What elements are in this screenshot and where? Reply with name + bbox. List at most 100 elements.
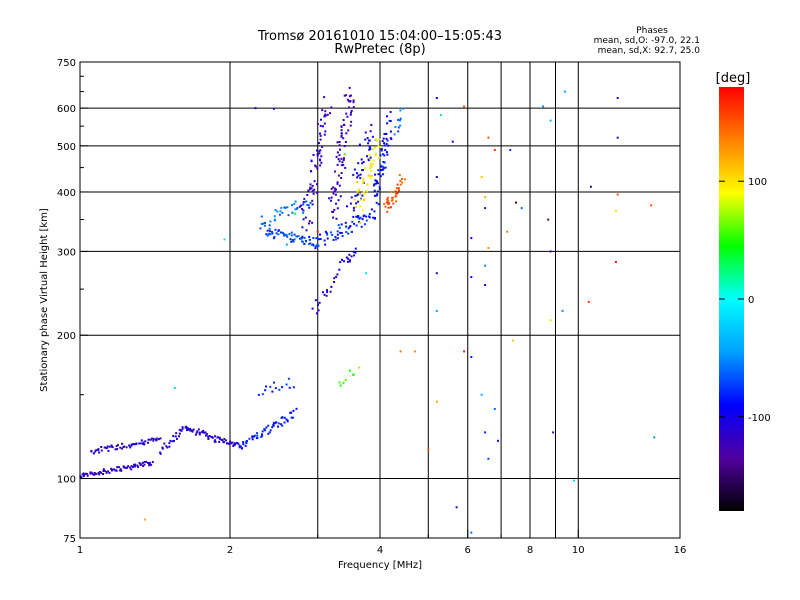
echo-point	[338, 226, 341, 229]
echo-point	[142, 465, 145, 468]
echo-point	[480, 176, 483, 178]
echo-point	[362, 215, 365, 218]
echo-point	[262, 222, 265, 225]
echo-point	[254, 107, 257, 110]
echo-point	[377, 144, 380, 147]
echo-point	[205, 434, 207, 437]
echo-point	[138, 462, 141, 464]
echo-point	[317, 244, 320, 247]
echo-point	[143, 460, 146, 463]
echo-point	[140, 463, 143, 466]
echo-point	[124, 466, 127, 469]
echo-point	[100, 471, 103, 474]
echo-point	[315, 149, 318, 152]
echo-point	[345, 231, 348, 233]
echo-point	[336, 207, 339, 210]
echo-point	[291, 239, 294, 242]
echo-point	[222, 441, 225, 444]
echo-point	[338, 268, 341, 271]
echo-point	[653, 436, 656, 439]
echo-point	[301, 240, 304, 243]
echo-point	[123, 466, 126, 469]
echo-point	[290, 231, 293, 234]
echo-point	[319, 134, 322, 137]
echo-point	[340, 157, 343, 160]
echo-point	[133, 465, 136, 468]
echo-point	[143, 443, 146, 446]
echo-point	[261, 434, 264, 437]
echo-point	[367, 142, 370, 145]
echo-point	[397, 189, 400, 192]
echo-point	[147, 441, 149, 444]
echo-point	[373, 146, 376, 149]
y-axis-label: Stationary phase Virtual Height [km]	[39, 208, 50, 392]
y-tick-label: 300	[57, 247, 76, 258]
echo-point	[375, 201, 378, 204]
echo-point	[312, 154, 315, 156]
echo-point	[373, 183, 376, 186]
echo-point	[359, 216, 362, 219]
echo-point	[271, 390, 274, 393]
echo-point	[368, 145, 371, 148]
echo-point	[152, 437, 155, 440]
echo-point	[285, 234, 288, 237]
echo-point	[280, 231, 282, 234]
echo-point	[455, 506, 458, 509]
echo-point	[316, 191, 319, 194]
echo-point	[207, 438, 210, 440]
echo-point	[497, 439, 499, 442]
echo-point	[402, 107, 405, 110]
echo-point	[107, 449, 110, 452]
echo-point	[321, 109, 324, 112]
echo-point	[135, 443, 138, 446]
echo-point	[330, 106, 333, 109]
colorbar-ticks: 100 0 -100	[719, 177, 771, 424]
echo-point	[484, 431, 487, 434]
echo-point	[102, 470, 105, 472]
echo-point	[387, 199, 390, 202]
echo-point	[261, 430, 264, 433]
echo-point	[242, 441, 245, 444]
echo-point	[435, 176, 438, 178]
echo-point	[348, 259, 351, 262]
echo-point	[353, 222, 356, 225]
echo-point	[385, 142, 388, 145]
echo-point	[484, 284, 487, 286]
echo-point	[326, 237, 329, 240]
echo-point	[470, 237, 473, 240]
echo-point	[295, 407, 298, 410]
echo-point	[484, 207, 487, 210]
echo-point	[340, 129, 343, 132]
echo-point	[149, 438, 152, 441]
echo-point	[343, 260, 345, 263]
echo-point	[202, 429, 205, 432]
echo-point	[345, 225, 348, 228]
echo-point	[356, 190, 359, 193]
echo-point	[197, 428, 200, 431]
echo-point	[340, 164, 343, 167]
echo-point	[377, 182, 379, 185]
y-tick-label: 75	[63, 534, 76, 545]
echo-point	[134, 463, 137, 466]
echo-point	[332, 238, 335, 241]
echo-point	[371, 135, 374, 138]
echo-point	[361, 218, 364, 221]
echo-point	[301, 237, 303, 240]
echo-point	[370, 169, 373, 172]
echo-point	[345, 94, 348, 97]
echo-point	[616, 193, 619, 196]
echo-point	[362, 178, 365, 181]
echo-point	[336, 273, 339, 276]
echo-point	[173, 386, 176, 389]
echo-point	[93, 473, 96, 476]
echo-point	[311, 184, 314, 187]
echo-point	[272, 107, 275, 110]
echo-point	[399, 180, 402, 183]
y-tick-label: 750	[57, 58, 76, 69]
echo-point	[377, 173, 380, 176]
echo-point	[82, 475, 85, 478]
echo-point	[309, 201, 312, 204]
echo-point	[290, 234, 293, 237]
echo-point	[362, 161, 365, 163]
